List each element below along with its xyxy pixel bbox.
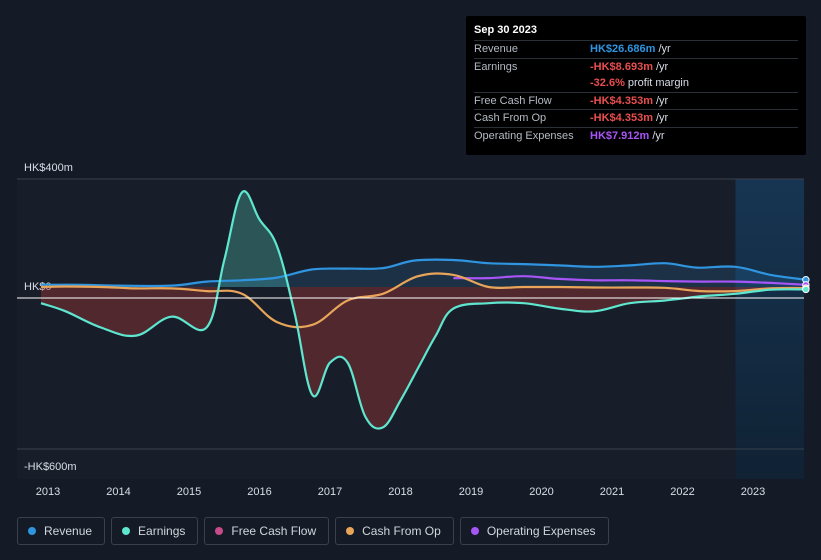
tooltip-row-cash-from-op: Cash From Op -HK$4.353m /yr bbox=[474, 109, 798, 127]
legend-label: Earnings bbox=[138, 524, 186, 538]
tooltip-label: Free Cash Flow bbox=[474, 94, 552, 107]
tooltip-row-free-cash-flow: Free Cash Flow -HK$4.353m /yr bbox=[474, 91, 798, 110]
tooltip-value: -HK$8.693m bbox=[590, 60, 653, 73]
series-lines bbox=[40, 190, 807, 430]
cash-from-op-line bbox=[40, 272, 806, 329]
earnings-line bbox=[40, 190, 806, 430]
tooltip-value: -HK$4.353m bbox=[590, 112, 653, 124]
tooltip-date: Sep 30 2023 bbox=[474, 24, 537, 36]
tooltip-value: HK$7.912m bbox=[590, 129, 650, 142]
tooltip-row-operating-expenses: Operating Expenses HK$7.912m /yr bbox=[474, 126, 798, 145]
cash-from-op-dot-icon bbox=[346, 527, 355, 535]
tooltip-label: Cash From Op bbox=[474, 112, 547, 124]
y-label-bottom: -HK$600m bbox=[24, 461, 77, 473]
y-label-top: HK$400m bbox=[24, 162, 73, 174]
x-tick-2015: 2015 bbox=[177, 486, 201, 498]
operating-expenses-dot-icon bbox=[470, 527, 479, 535]
tooltip-value: -32.6% bbox=[590, 77, 625, 89]
legend-label: Cash From Op bbox=[362, 524, 441, 538]
earnings-positive-area bbox=[41, 191, 806, 287]
revenue-dot-icon bbox=[28, 527, 36, 535]
x-tick-2018: 2018 bbox=[388, 486, 412, 498]
x-tick-2023: 2023 bbox=[741, 486, 765, 498]
revenue-line bbox=[40, 258, 807, 288]
x-tick-2013: 2013 bbox=[36, 486, 60, 498]
x-tick-2021: 2021 bbox=[600, 486, 624, 498]
tooltip-suffix: /yr bbox=[655, 94, 669, 107]
legend-item-revenue[interactable]: Revenue bbox=[17, 517, 106, 545]
x-tick-2020: 2020 bbox=[529, 486, 553, 498]
tooltip-row-earnings: Earnings -HK$8.693m /yr bbox=[474, 57, 798, 76]
tooltip-suffix: /yr bbox=[652, 129, 665, 142]
x-tick-2014: 2014 bbox=[106, 486, 130, 498]
tooltip-panel: Sep 30 2023 Revenue HK$26.686m /yr Earni… bbox=[466, 16, 806, 155]
tooltip-suffix: /yr bbox=[655, 60, 669, 73]
tooltip-value: HK$26.686m bbox=[590, 43, 656, 55]
tooltip-label: Revenue bbox=[474, 43, 519, 55]
x-axis-ticks: 2013 2014 2015 2016 2017 2018 2019 2020 2021 2022… bbox=[36, 486, 765, 498]
operating-expenses-line bbox=[453, 275, 806, 286]
earnings-dot-icon bbox=[122, 527, 131, 535]
x-tick-2016: 2016 bbox=[247, 486, 271, 498]
free-cash-flow-dot-icon bbox=[215, 527, 224, 535]
earnings-endpoint bbox=[802, 285, 810, 294]
legend: Revenue Earnings Free Cash Flow Cash Fro… bbox=[17, 517, 609, 545]
legend-item-earnings[interactable]: Earnings bbox=[111, 517, 199, 545]
tooltip-suffix: profit margin bbox=[627, 77, 689, 89]
tooltip-row-revenue: Revenue HK$26.686m /yr bbox=[474, 40, 798, 58]
tooltip-value: -HK$4.353m bbox=[590, 94, 653, 107]
tooltip-label: Earnings bbox=[474, 60, 518, 73]
tooltip-suffix: /yr bbox=[658, 43, 671, 55]
x-tick-2022: 2022 bbox=[670, 486, 694, 498]
forecast-region bbox=[735, 179, 804, 479]
legend-label: Operating Expenses bbox=[486, 524, 596, 538]
legend-item-operating-expenses[interactable]: Operating Expenses bbox=[459, 517, 609, 545]
tooltip-suffix: /yr bbox=[655, 112, 669, 124]
tooltip-label bbox=[474, 75, 590, 92]
series-endpoints bbox=[802, 276, 810, 294]
legend-label: Revenue bbox=[44, 524, 93, 538]
x-tick-2019: 2019 bbox=[459, 486, 483, 498]
legend-label: Free Cash Flow bbox=[231, 524, 317, 538]
tooltip-label: Operating Expenses bbox=[474, 129, 574, 142]
tooltip-row-profit-margin: -32.6% profit margin bbox=[474, 75, 798, 92]
legend-item-free-cash-flow[interactable]: Free Cash Flow bbox=[204, 517, 330, 545]
legend-item-cash-from-op[interactable]: Cash From Op bbox=[335, 517, 454, 545]
x-tick-2017: 2017 bbox=[318, 486, 342, 498]
